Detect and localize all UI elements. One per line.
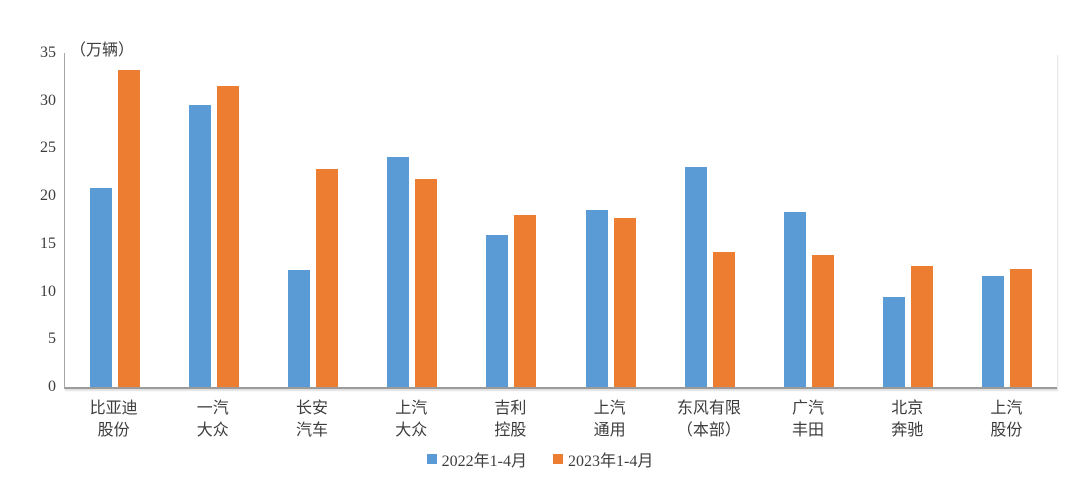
- x-category-label-8: 北京 奔驰: [891, 400, 924, 439]
- y-tick-label-5: 5: [48, 330, 56, 348]
- x-category-label-2: 长安 汽车: [296, 400, 329, 439]
- bar-series1-cat2: [316, 169, 338, 387]
- bar-series1-cat1: [216, 86, 239, 387]
- bar-group-5: [561, 53, 660, 387]
- bar-series1-cat7: [812, 255, 835, 387]
- legend-item-0: 2022年1-4月: [426, 447, 527, 471]
- legend-swatch-icon: [426, 454, 437, 464]
- y-tick-label-25: 25: [40, 139, 56, 157]
- x-axis-category-labels: 比亚迪 股份 一汽 大众 长安 汽车 上汽 大众 吉利 控股 上汽 通用 东风有限 （本部）…: [64, 398, 1056, 442]
- bar-group-9: [958, 53, 1057, 387]
- bar-series1-cat5: [613, 218, 636, 387]
- bar-series1-cat3: [415, 178, 438, 387]
- bar-series0-cat7: [784, 212, 807, 387]
- y-tick-label-35: 35: [40, 44, 56, 61]
- x-category-label-7: 广汽 丰田: [792, 400, 825, 439]
- y-tick-label-0: 0: [48, 378, 56, 395]
- bar-series0-cat4: [486, 235, 509, 387]
- bar-series1-cat4: [514, 215, 537, 387]
- bar-group-7: [759, 53, 858, 387]
- legend-swatch-icon: [553, 454, 563, 464]
- x-category-label-4: 吉利 控股: [494, 400, 527, 439]
- bar-series0-cat1: [188, 104, 211, 387]
- bar-series1-cat6: [712, 251, 735, 387]
- y-tick-label-30: 30: [40, 91, 56, 109]
- bar-series1-cat9: [1010, 268, 1033, 387]
- y-axis-unit-label: （万辆）: [70, 42, 135, 59]
- plot-area: [64, 53, 1057, 389]
- legend-label: 2022年1-4月: [441, 453, 527, 470]
- bar-series0-cat3: [387, 157, 410, 387]
- bar-group-0: [65, 53, 164, 387]
- legend-item-1: 2023年1-4月: [553, 447, 653, 471]
- bar-group-1: [164, 53, 263, 387]
- x-category-label-1: 一汽 大众: [196, 400, 229, 439]
- bar-series0-cat8: [883, 297, 906, 387]
- bar-group-6: [660, 53, 759, 387]
- bar-series0-cat0: [89, 187, 112, 387]
- legend: 2022年1-4月 2023年1-4月: [0, 447, 1080, 471]
- x-category-label-6: 东风有限 （本部）: [676, 400, 741, 439]
- x-category-label-9: 上汽 股份: [990, 400, 1023, 439]
- bar-series0-cat9: [982, 276, 1005, 387]
- x-category-label-3: 上汽 大众: [395, 400, 428, 439]
- bar-series0-cat2: [288, 269, 310, 387]
- legend-label: 2023年1-4月: [568, 453, 654, 470]
- y-tick-label-15: 15: [40, 234, 56, 252]
- bar-series0-cat6: [684, 166, 707, 387]
- bar-group-2: [263, 53, 362, 387]
- bar-group-8: [859, 53, 958, 387]
- bar-series1-cat0: [117, 70, 140, 387]
- bar-group-4: [462, 53, 561, 387]
- y-tick-label-20: 20: [40, 187, 56, 205]
- bar-series0-cat5: [585, 209, 608, 387]
- bar-group-3: [363, 53, 462, 387]
- x-category-label-5: 上汽 通用: [593, 400, 626, 439]
- y-tick-label-10: 10: [40, 282, 56, 300]
- x-category-label-0: 比亚迪 股份: [89, 400, 138, 439]
- bar-series1-cat8: [911, 265, 934, 387]
